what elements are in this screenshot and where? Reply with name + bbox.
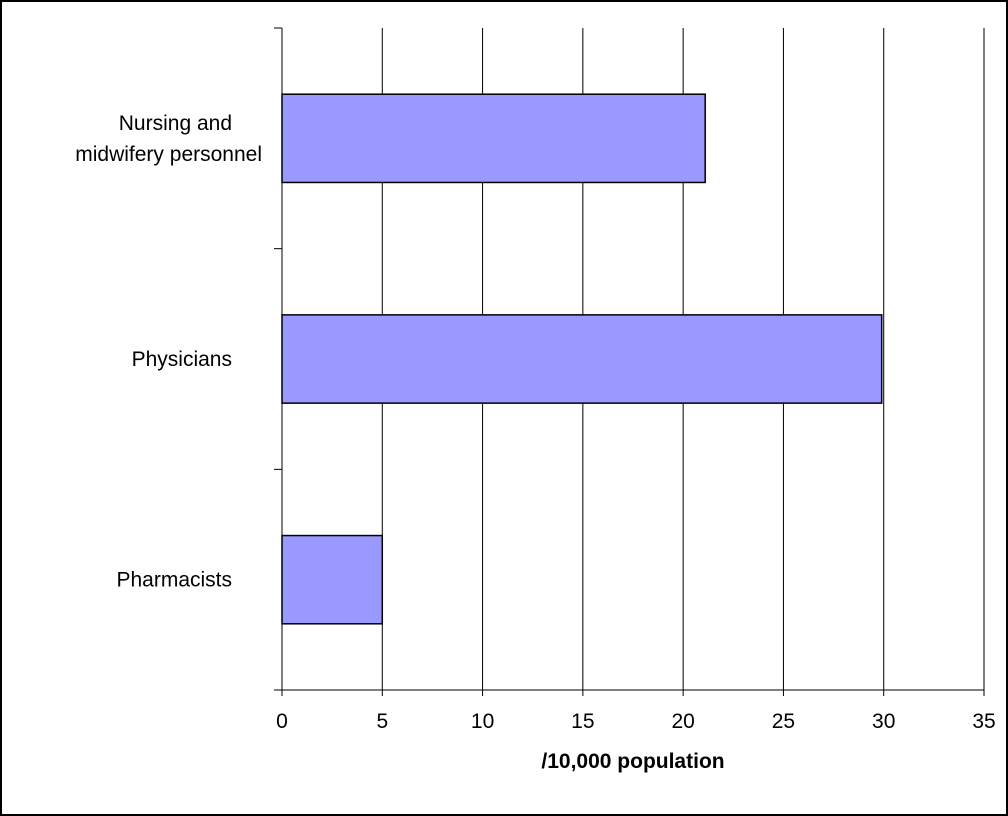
category-label: Nursing and midwifery personnel — [75, 112, 262, 166]
x-tick-label: 20 — [671, 710, 694, 733]
axes — [274, 27, 985, 696]
category-label: Physicians — [132, 348, 232, 371]
bars — [281, 93, 883, 625]
x-tick-label: 35 — [972, 710, 995, 733]
x-tick-labels: 0 5 10 15 20 25 30 35 — [276, 710, 996, 733]
bar — [281, 534, 384, 625]
x-tick-label: 10 — [471, 710, 494, 733]
bar — [281, 93, 706, 184]
x-tick-label: 0 — [276, 710, 288, 733]
x-tick-label: 15 — [571, 710, 594, 733]
category-label: Pharmacists — [116, 569, 232, 592]
x-tick-label: 5 — [376, 710, 388, 733]
x-tick-label: 30 — [872, 710, 895, 733]
x-axis-title: /10,000 population — [541, 750, 724, 773]
x-tick-label: 25 — [772, 710, 795, 733]
bar — [281, 314, 883, 404]
category-labels: Nursing and midwifery personnel Physicians… — [75, 112, 262, 592]
